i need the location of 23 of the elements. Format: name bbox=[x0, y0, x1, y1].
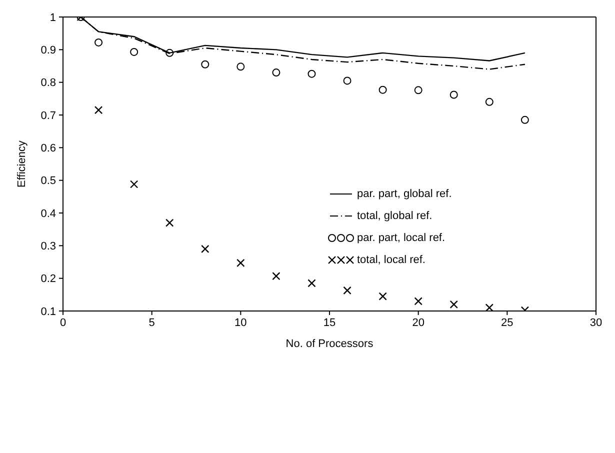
x-tick-label: 0 bbox=[60, 316, 66, 329]
legend-label: par. part, global ref. bbox=[357, 187, 452, 202]
y-tick-label: 0.4 bbox=[40, 208, 56, 220]
x-tick-label: 25 bbox=[501, 316, 514, 329]
y-tick-label: 0.7 bbox=[40, 110, 56, 122]
x-tick-label: 15 bbox=[323, 316, 336, 329]
y-tick-label: 0.5 bbox=[40, 175, 56, 188]
x-tick-label: 5 bbox=[148, 316, 155, 329]
legend-label: total, local ref. bbox=[357, 253, 426, 268]
y-tick-label: 0.6 bbox=[40, 142, 56, 155]
legend-label: par. part, local ref. bbox=[357, 231, 446, 246]
y-tick-label: 0.2 bbox=[40, 273, 56, 286]
y-tick-label: 0.1 bbox=[40, 306, 56, 318]
y-tick-label: 0.9 bbox=[40, 44, 56, 57]
y-tick-label: 0.3 bbox=[40, 240, 56, 253]
x-tick-label: 10 bbox=[234, 316, 247, 329]
y-tick-label: 1 bbox=[50, 12, 56, 24]
x-tick-label: 20 bbox=[412, 316, 424, 329]
y-axis-title: Efficiency bbox=[16, 140, 28, 188]
legend-label: total, global ref. bbox=[357, 209, 432, 224]
x-axis-title: No. of Processors bbox=[286, 338, 374, 350]
x-tick-label: 30 bbox=[590, 316, 602, 329]
y-tick-label: 0.8 bbox=[40, 77, 56, 90]
